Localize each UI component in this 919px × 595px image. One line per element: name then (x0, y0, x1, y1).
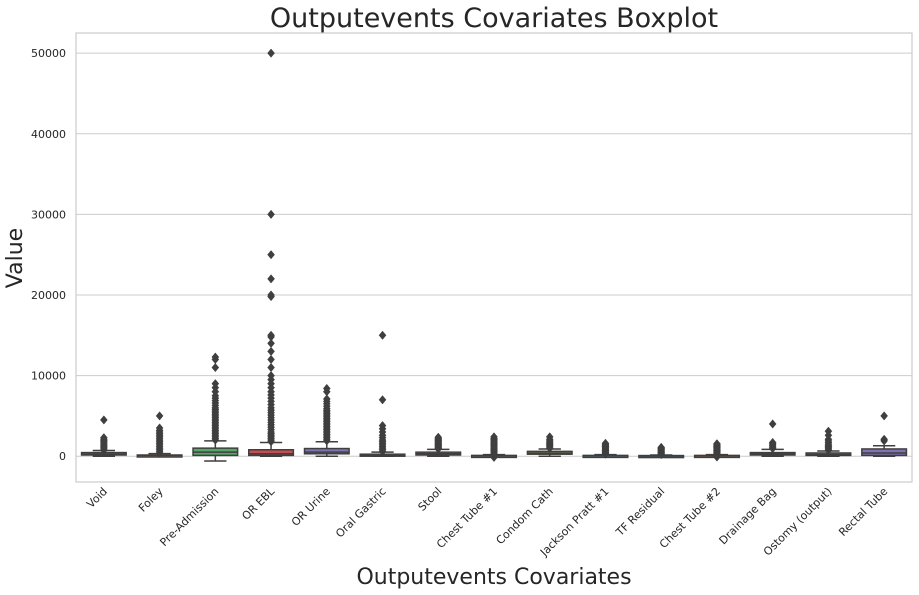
boxes-layer (80, 48, 908, 463)
box-oral-gastric (359, 330, 406, 457)
outlier-point (768, 419, 777, 429)
box-jackson-pratt-1 (582, 438, 629, 459)
x-tick-label: Stool (416, 485, 445, 514)
outlier-point (211, 379, 220, 389)
outlier-point (378, 420, 387, 431)
outlier-point (155, 423, 164, 433)
outlier-point (601, 438, 610, 448)
box-chest-tube-1 (470, 432, 518, 463)
outlier-point (267, 338, 275, 348)
outlier-point (880, 411, 888, 421)
x-tick-label: Condom Cath (494, 485, 556, 547)
box-rectal-tube (861, 411, 908, 457)
box-ostomy-output- (805, 426, 852, 457)
outlier-point (322, 383, 331, 394)
x-tick-label: Void (84, 485, 110, 511)
outlier-point (267, 354, 275, 365)
outlier-point (880, 434, 888, 444)
outlier-point (434, 432, 443, 442)
box-or-urine (303, 383, 350, 457)
box-foley (136, 411, 183, 458)
plot-frame (75, 32, 913, 483)
x-tick-label: Oral Gastric (333, 485, 388, 540)
outlier-point (378, 395, 387, 405)
outlier-point (211, 352, 220, 362)
outlier-point (155, 411, 164, 421)
outlier-point (100, 415, 108, 425)
outlier-point (267, 274, 275, 284)
gridlines (76, 52, 912, 457)
outlier-point (267, 346, 275, 357)
outlier-point (490, 432, 498, 442)
x-tick-label: TF Residual (613, 485, 667, 539)
outlier-point (322, 394, 331, 404)
outlier-point (267, 371, 275, 381)
outlier-point (267, 209, 275, 219)
outlier-point (211, 362, 220, 373)
box-tf-residual (638, 442, 685, 460)
y-tick-label: 10000 (31, 370, 66, 383)
box-iqr (248, 449, 295, 457)
x-tick-label: Foley (136, 485, 166, 515)
outlier-point (824, 426, 833, 436)
outlier-point (267, 330, 275, 340)
box-void (80, 415, 127, 457)
box-condom-cath (526, 432, 573, 457)
x-tick-label: OR EBL (239, 484, 277, 522)
x-tick-label: Chest Tube #2 (657, 485, 723, 551)
x-axis-label: Outputevents Covariates (356, 565, 631, 590)
outlier-point (267, 48, 275, 58)
outlier-point (267, 250, 275, 260)
y-tick-label: 40000 (31, 128, 66, 141)
y-tick-label: 30000 (31, 208, 66, 221)
x-tick-label: Pre-Admission (157, 485, 221, 549)
box-iqr (861, 448, 908, 457)
outlier-point (378, 330, 387, 340)
y-tick-label: 20000 (31, 289, 66, 302)
outlier-point (768, 437, 777, 448)
box-iqr (303, 447, 350, 455)
x-tick-label: Drainage Bag (717, 485, 779, 547)
x-tick-label: Chest Tube #1 (434, 485, 500, 551)
outlier-point (713, 439, 721, 449)
y-tick-label: 0 (59, 450, 66, 463)
outlier-point (657, 442, 666, 452)
y-tick-labels: 0 10000 20000 30000 40000 50000 (31, 47, 66, 463)
outlier-point (267, 290, 275, 300)
outlier-point (100, 433, 108, 443)
box-drainage-bag (749, 419, 796, 457)
x-tick-label: Rectal Tube (836, 485, 890, 539)
y-tick-label: 50000 (31, 47, 66, 60)
x-tick-label: OR Urine (289, 485, 333, 529)
outlier-point (545, 432, 554, 442)
box-stool (415, 432, 462, 457)
outlier-point (267, 362, 275, 373)
y-axis-label: Value (3, 228, 28, 288)
box-pre-admission (192, 352, 239, 462)
box-chest-tube-2 (693, 439, 740, 462)
chart-title: Outputevents Covariates Boxplot (270, 3, 718, 34)
box-or-ebl (248, 48, 295, 457)
